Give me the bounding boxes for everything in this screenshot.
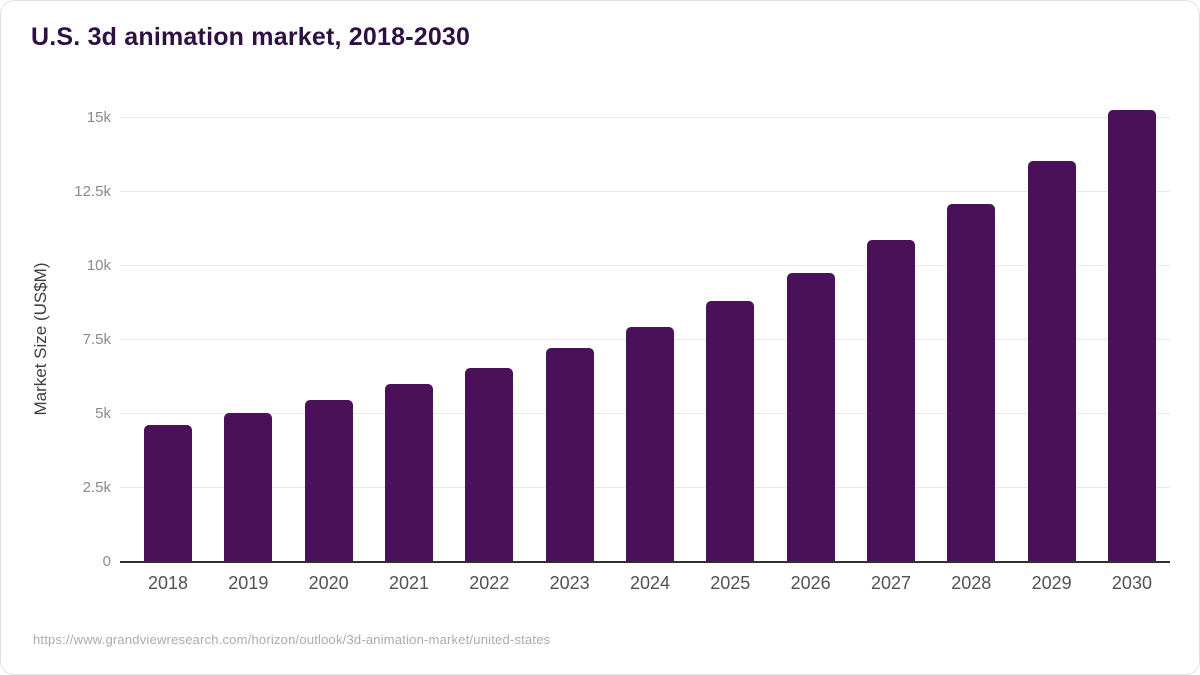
y-tick-5k: 5k: [95, 404, 111, 422]
bar-2023[interactable]: [545, 348, 594, 562]
x-tick-2024: 2024: [629, 573, 670, 593]
bar-2030[interactable]: [1107, 110, 1156, 562]
bar-2025[interactable]: [706, 301, 755, 562]
x-tick-2028: 2028: [951, 573, 992, 593]
x-tick-2021: 2021: [388, 573, 429, 593]
x-tick-2022: 2022: [469, 573, 510, 593]
x-tick-2019: 2019: [228, 573, 269, 593]
x-tick-2020: 2020: [308, 573, 349, 593]
y-tick-7.5k: 7.5k: [82, 330, 111, 348]
chart-title: U.S. 3d animation market, 2018-2030: [31, 23, 471, 51]
x-tick-2027: 2027: [870, 573, 911, 593]
x-tick-2025: 2025: [710, 573, 751, 593]
gridline-10k: [120, 265, 1170, 267]
y-tick-2.5k: 2.5k: [82, 478, 111, 496]
bar-2029[interactable]: [1027, 160, 1076, 562]
y-tick-12.5k: 12.5k: [74, 182, 111, 200]
bar-2027[interactable]: [866, 240, 915, 562]
x-tick-2018: 2018: [147, 573, 189, 593]
bar-2022[interactable]: [465, 368, 514, 562]
x-axis-line: [120, 561, 1170, 563]
source-url: https://www.grandviewresearch.com/horizo…: [33, 632, 551, 647]
x-tick-2030: 2030: [1111, 573, 1152, 593]
bar-2021[interactable]: [384, 384, 433, 562]
x-tick-2023: 2023: [549, 573, 590, 593]
bar-2026[interactable]: [786, 273, 835, 562]
gridline-15k: [120, 117, 1170, 118]
bar-2019[interactable]: [224, 412, 273, 562]
y-axis-title: Market Size (US$M): [31, 262, 50, 416]
bar-2020[interactable]: [304, 400, 353, 562]
bar-2028[interactable]: [947, 204, 996, 562]
bar-2024[interactable]: [625, 327, 674, 562]
gridline-12.5k: [120, 191, 1170, 193]
x-tick-2026: 2026: [790, 573, 831, 593]
x-tick-2029: 2029: [1031, 573, 1072, 593]
y-tick-10k: 10k: [86, 256, 111, 274]
y-tick-0: 0: [102, 553, 111, 570]
bar-2018[interactable]: [144, 424, 192, 562]
y-tick-15k: 15k: [86, 108, 111, 126]
